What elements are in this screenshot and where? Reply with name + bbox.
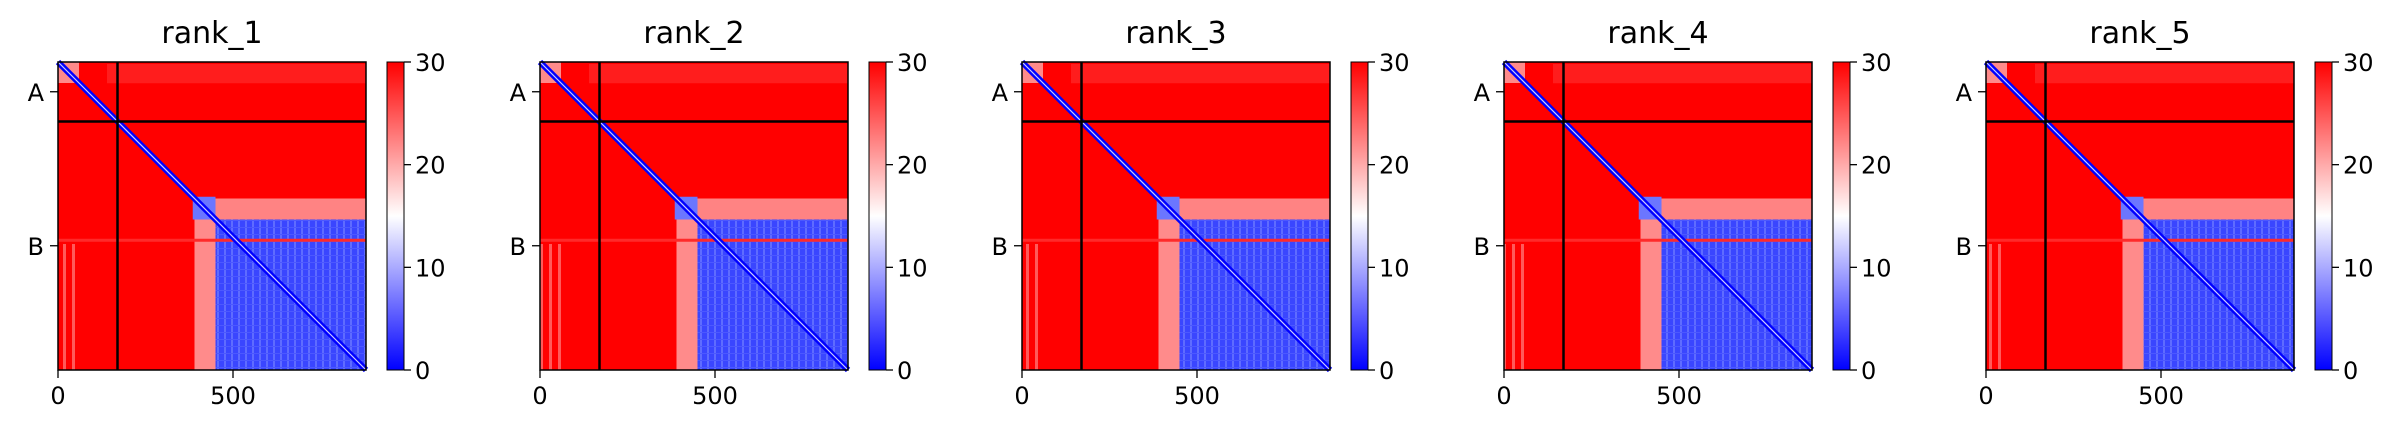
colorbar-tick-label: 0 bbox=[2343, 357, 2358, 385]
lower-left-stripes bbox=[1986, 244, 2007, 370]
colorbar-tick-label: 30 bbox=[415, 49, 446, 77]
y-tick-label: A bbox=[1474, 79, 1491, 107]
colorbar bbox=[1832, 61, 1851, 371]
y-tick-label: A bbox=[28, 79, 45, 107]
colorbar-tick-label: 0 bbox=[897, 357, 912, 385]
panel-title: rank_5 bbox=[2089, 16, 2190, 51]
panel-title: rank_1 bbox=[161, 16, 262, 51]
diagonal-highlight bbox=[1985, 61, 2295, 371]
lower-left-stripes bbox=[58, 244, 79, 370]
x-tick-label: 500 bbox=[1656, 382, 1702, 410]
colorbar bbox=[2314, 61, 2333, 371]
chain-b-red-line bbox=[1504, 238, 1812, 242]
colorbar-tick-label: 0 bbox=[1861, 357, 1876, 385]
colorbar-tick-label: 30 bbox=[1379, 49, 1410, 77]
transition-strip-left bbox=[676, 219, 698, 370]
x-tick-label: 0 bbox=[50, 382, 65, 410]
y-tick-label: A bbox=[992, 79, 1009, 107]
colorbar-tick-label: 30 bbox=[897, 49, 928, 77]
colorbar-tick-label: 10 bbox=[415, 254, 446, 282]
x-tick-label: 500 bbox=[692, 382, 738, 410]
transition-strip-top bbox=[697, 198, 848, 220]
y-tick-label: B bbox=[1956, 233, 1972, 261]
x-tick-label: 0 bbox=[1496, 382, 1511, 410]
axes-frame bbox=[57, 61, 367, 371]
diagonal-highlight bbox=[1021, 61, 1331, 371]
colorbar-tick-label: 30 bbox=[1861, 49, 1892, 77]
lower-left-stripes bbox=[540, 244, 561, 370]
transition-strip-top bbox=[215, 198, 366, 220]
heatmap-panel-3: rank_3 A B 0 500 0 10 20 30 bbox=[992, 16, 1410, 410]
colorbar-tick-label: 20 bbox=[415, 152, 446, 180]
y-tick-label: B bbox=[992, 233, 1008, 261]
diagonal-highlight bbox=[57, 61, 367, 371]
colorbar-tick-label: 10 bbox=[2343, 254, 2374, 282]
colorbar-tick-label: 30 bbox=[2343, 49, 2374, 77]
colorbar bbox=[868, 61, 887, 371]
chain-a-texture bbox=[1071, 64, 1330, 84]
colorbar-tick-label: 20 bbox=[1379, 152, 1410, 180]
axes-frame bbox=[1021, 61, 1331, 371]
x-tick-label: 0 bbox=[1014, 382, 1029, 410]
colorbar-tick-label: 0 bbox=[415, 357, 430, 385]
colorbar-tick-label: 20 bbox=[897, 152, 928, 180]
y-tick-label: B bbox=[510, 233, 526, 261]
lower-left-stripes bbox=[1022, 244, 1043, 370]
x-tick-label: 0 bbox=[1978, 382, 1993, 410]
colorbar-tick-label: 10 bbox=[897, 254, 928, 282]
x-tick-label: 0 bbox=[532, 382, 547, 410]
y-tick-label: A bbox=[510, 79, 527, 107]
chain-b-red-line bbox=[540, 238, 848, 242]
chain-b-red-line bbox=[1986, 238, 2294, 242]
chain-b-red-line bbox=[58, 238, 366, 242]
heatmap-panel-2: rank_2 A B 0 500 0 10 20 30 bbox=[510, 16, 928, 410]
chain-b-red-line bbox=[1022, 238, 1330, 242]
heatmap-panel-5: rank_5 A B 0 500 0 10 20 30 bbox=[1956, 16, 2374, 410]
panel-title: rank_3 bbox=[1125, 16, 1226, 51]
transition-strip-top bbox=[1661, 198, 1812, 220]
panel-title: rank_2 bbox=[643, 16, 744, 51]
chain-a-texture bbox=[589, 64, 848, 84]
colorbar-tick-label: 10 bbox=[1861, 254, 1892, 282]
transition-strip-left bbox=[1640, 219, 1662, 370]
x-tick-label: 500 bbox=[210, 382, 256, 410]
colorbar-tick-label: 0 bbox=[1379, 357, 1394, 385]
colorbar bbox=[1350, 61, 1369, 371]
chain-a-texture bbox=[2035, 64, 2294, 84]
colorbar-tick-label: 20 bbox=[2343, 152, 2374, 180]
chain-a-texture bbox=[107, 64, 366, 84]
axes-frame bbox=[539, 61, 849, 371]
diagonal-highlight bbox=[539, 61, 849, 371]
diagonal-highlight bbox=[1503, 61, 1813, 371]
heatmap-panel-1: rank_1 A B 0 500 0 10 20 30 bbox=[28, 16, 446, 410]
x-tick-label: 500 bbox=[2138, 382, 2184, 410]
transition-strip-left bbox=[1158, 219, 1180, 370]
colorbar bbox=[386, 61, 405, 371]
x-tick-label: 500 bbox=[1174, 382, 1220, 410]
transition-strip-top bbox=[1179, 198, 1330, 220]
heatmap-panel-4: rank_4 A B 0 500 0 10 20 30 bbox=[1474, 16, 1892, 410]
y-tick-label: B bbox=[1474, 233, 1490, 261]
transition-strip-top bbox=[2143, 198, 2294, 220]
y-tick-label: A bbox=[1956, 79, 1973, 107]
colorbar-tick-label: 20 bbox=[1861, 152, 1892, 180]
y-tick-label: B bbox=[28, 233, 44, 261]
transition-strip-left bbox=[194, 219, 216, 370]
panel-title: rank_4 bbox=[1607, 16, 1708, 51]
colorbar-tick-label: 10 bbox=[1379, 254, 1410, 282]
transition-strip-left bbox=[2122, 219, 2144, 370]
axes-frame bbox=[1503, 61, 1813, 371]
axes-frame bbox=[1985, 61, 2295, 371]
lower-left-stripes bbox=[1504, 244, 1525, 370]
chain-a-texture bbox=[1553, 64, 1812, 84]
